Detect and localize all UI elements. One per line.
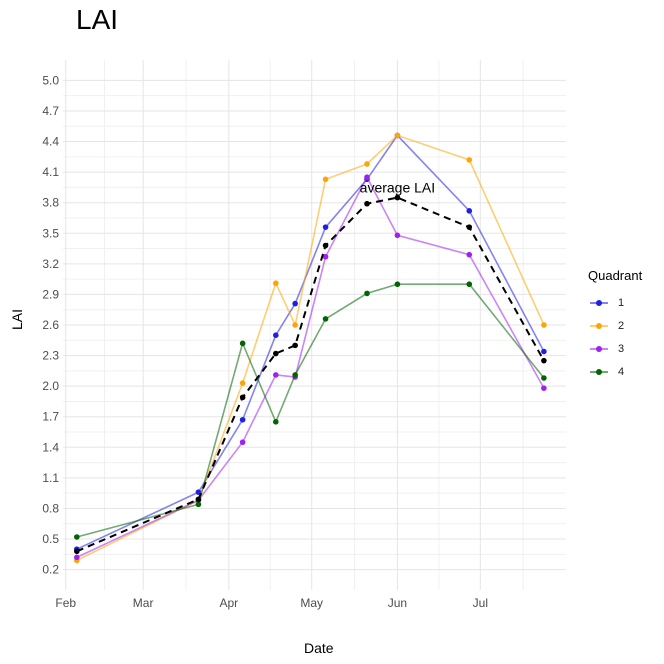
data-point-quadrant-1 bbox=[541, 348, 547, 355]
annotation-average-lai: average LAI bbox=[360, 179, 436, 195]
y-tick-label: 2.0 bbox=[42, 379, 59, 393]
data-point-quadrant-4 bbox=[364, 290, 370, 297]
data-point-quadrant-3 bbox=[74, 554, 80, 561]
x-tick-label: Feb bbox=[55, 596, 76, 610]
legend-swatch bbox=[588, 298, 610, 308]
data-point-quadrant-2 bbox=[239, 380, 246, 386]
grid-major bbox=[63, 60, 566, 590]
legend-item-quadrant-2: 2 bbox=[588, 314, 642, 337]
data-point-quadrant-4 bbox=[74, 534, 80, 540]
series-layer bbox=[74, 132, 547, 564]
legend-item-quadrant-1: 1 bbox=[588, 291, 642, 314]
series-line-quadrant-2 bbox=[76, 134, 545, 562]
series-line-quadrant-3 bbox=[76, 175, 545, 559]
data-point-quadrant-1 bbox=[239, 416, 246, 423]
x-tick-label: Mar bbox=[133, 596, 154, 610]
average-point bbox=[292, 342, 298, 349]
data-point-quadrant-4 bbox=[273, 419, 279, 425]
x-tick-label: Apr bbox=[219, 596, 238, 610]
average-point bbox=[322, 242, 329, 249]
data-point-quadrant-4 bbox=[195, 501, 202, 508]
y-tick-label: 5.0 bbox=[42, 73, 59, 87]
legend-label: 3 bbox=[618, 342, 625, 355]
y-tick-label: 4.4 bbox=[42, 135, 59, 149]
y-tick-label: 0.8 bbox=[42, 501, 59, 515]
data-point-quadrant-2 bbox=[292, 322, 298, 328]
data-point-quadrant-3 bbox=[364, 174, 370, 181]
data-point-quadrant-3 bbox=[239, 439, 246, 446]
y-tick-label: 2.9 bbox=[42, 287, 59, 301]
x-tick-label: Jul bbox=[473, 596, 488, 610]
data-point-quadrant-4 bbox=[239, 340, 246, 347]
y-tick-label: 4.7 bbox=[42, 104, 59, 118]
average-line bbox=[76, 196, 545, 553]
data-point-quadrant-1 bbox=[322, 224, 329, 230]
y-tick-label: 2.3 bbox=[42, 349, 59, 363]
y-tick-label: 3.5 bbox=[42, 226, 59, 240]
average-point bbox=[394, 194, 401, 201]
y-tick-labels: 0.2 0.5 0.8 1.1 1.4 1.7 2.0 2.3 2.6 2.9 3.2 3.5 3.8 4… bbox=[42, 73, 59, 576]
legend-label: 4 bbox=[618, 365, 625, 378]
x-tick-label: Jun bbox=[388, 596, 407, 610]
y-tick-label: 0.5 bbox=[42, 532, 59, 546]
series-line-quadrant-1 bbox=[76, 134, 545, 550]
y-tick-label: 3.8 bbox=[42, 196, 59, 210]
legend: Quadrant 1 2 3 4 bbox=[588, 268, 642, 383]
chart-title: LAI bbox=[76, 4, 119, 35]
legend-label: 1 bbox=[618, 296, 625, 309]
y-tick-label: 3.2 bbox=[42, 257, 59, 271]
data-point-quadrant-1 bbox=[466, 208, 473, 214]
average-point bbox=[541, 357, 547, 364]
y-tick-label: 0.2 bbox=[42, 563, 59, 577]
data-point-quadrant-3 bbox=[466, 251, 473, 258]
average-point bbox=[364, 200, 370, 207]
average-point bbox=[195, 496, 202, 503]
legend-label: 2 bbox=[618, 319, 625, 332]
data-point-quadrant-4 bbox=[394, 281, 401, 288]
data-point-quadrant-3 bbox=[273, 372, 279, 378]
data-point-quadrant-2 bbox=[394, 132, 401, 139]
legend-item-quadrant-3: 3 bbox=[588, 337, 642, 360]
legend-swatch bbox=[588, 367, 610, 377]
legend-title: Quadrant bbox=[588, 268, 643, 283]
data-point-quadrant-2 bbox=[466, 157, 473, 163]
legend-swatch bbox=[588, 344, 610, 354]
average-point bbox=[74, 548, 80, 555]
annotation-layer: average LAI bbox=[360, 179, 436, 195]
average-point bbox=[273, 350, 279, 357]
data-point-quadrant-1 bbox=[273, 332, 279, 338]
x-axis-label: Date bbox=[304, 640, 334, 656]
data-point-quadrant-3 bbox=[541, 385, 547, 391]
legend-items: 1 2 3 4 bbox=[588, 291, 642, 383]
data-point-quadrant-3 bbox=[394, 232, 401, 239]
data-point-quadrant-4 bbox=[466, 281, 473, 288]
x-tick-label: May bbox=[300, 596, 323, 610]
y-tick-label: 4.1 bbox=[42, 165, 59, 179]
data-point-quadrant-1 bbox=[292, 300, 298, 307]
data-point-quadrant-4 bbox=[541, 375, 547, 381]
y-tick-label: 2.6 bbox=[42, 318, 59, 332]
y-tick-label: 1.1 bbox=[42, 471, 59, 485]
series-line-quadrant-4 bbox=[76, 283, 545, 538]
legend-swatch bbox=[588, 321, 610, 331]
average-point bbox=[466, 224, 473, 230]
data-point-quadrant-2 bbox=[273, 280, 279, 287]
y-tick-label: 1.4 bbox=[42, 440, 59, 454]
data-point-quadrant-2 bbox=[322, 176, 329, 183]
x-tick-labels: Feb Mar Apr May Jun Jul bbox=[55, 596, 488, 610]
average-point bbox=[239, 394, 246, 401]
data-point-quadrant-4 bbox=[292, 372, 298, 378]
average-layer bbox=[74, 194, 547, 555]
data-point-quadrant-2 bbox=[364, 161, 370, 167]
y-tick-label: 1.7 bbox=[42, 410, 59, 424]
data-point-quadrant-3 bbox=[322, 253, 329, 260]
data-point-quadrant-2 bbox=[541, 322, 547, 328]
data-point-quadrant-4 bbox=[322, 316, 329, 322]
legend-item-quadrant-4: 4 bbox=[588, 360, 642, 383]
